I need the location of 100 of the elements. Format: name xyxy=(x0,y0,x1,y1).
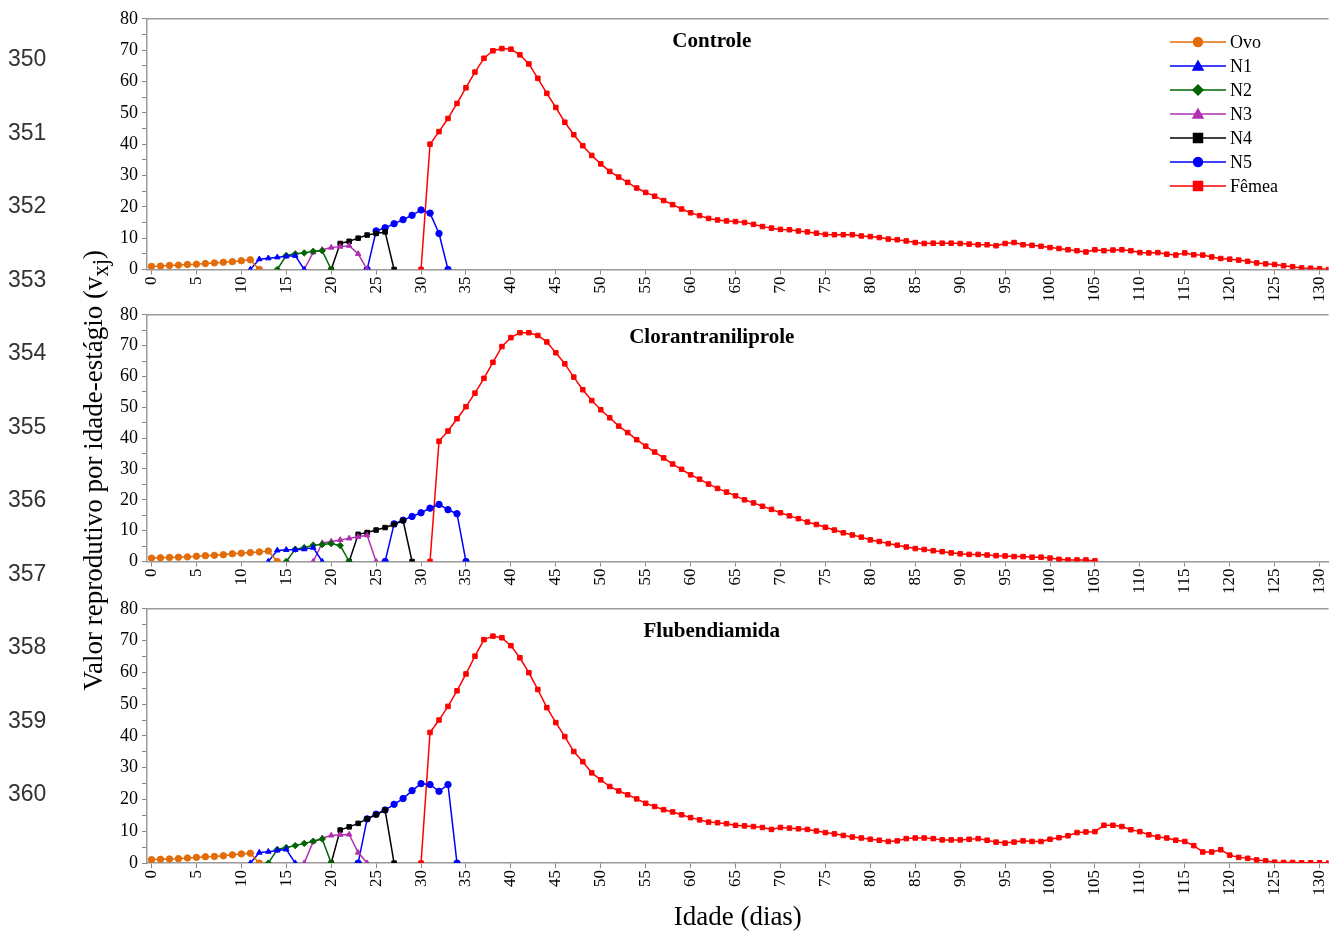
x-tick-label: 125 xyxy=(1264,568,1284,594)
x-tick-label: 60 xyxy=(680,870,700,888)
y-tick-label: 30 xyxy=(120,164,138,185)
x-tick-label: 75 xyxy=(814,276,834,294)
y-tick-label: 60 xyxy=(120,661,138,682)
x-tick-label: 15 xyxy=(275,276,295,294)
y-tick-label: 10 xyxy=(120,226,138,247)
x-tick-label: 50 xyxy=(590,870,610,888)
y-tick-label: 20 xyxy=(120,788,138,809)
y-tick-label: 10 xyxy=(120,820,138,841)
y-tick-label: 10 xyxy=(120,519,138,540)
x-tick-label: 35 xyxy=(455,870,475,888)
y-tick-label: 80 xyxy=(120,7,138,28)
y-tick-label: 50 xyxy=(120,101,138,122)
x-tick-label: 115 xyxy=(1174,870,1194,895)
x-tick-label: 100 xyxy=(1039,870,1059,896)
x-tick-label: 5 xyxy=(185,276,205,285)
x-tick-label: 45 xyxy=(545,870,565,888)
x-tick-label: 90 xyxy=(949,870,969,888)
y-tick-label: 70 xyxy=(120,629,138,650)
x-tick-label: 75 xyxy=(814,870,834,888)
x-tick-label: 35 xyxy=(455,276,475,294)
text: 360 xyxy=(8,780,47,806)
x-tick-label: 45 xyxy=(545,276,565,294)
text: 356 xyxy=(8,486,47,512)
y-tick-label: 30 xyxy=(120,756,138,777)
x-tick-label: 45 xyxy=(545,568,565,586)
x-tick-label: 80 xyxy=(859,870,879,888)
legend-label: N4 xyxy=(1230,127,1253,150)
x-tick-label: 95 xyxy=(994,568,1014,586)
x-tick-label: 75 xyxy=(814,568,834,586)
x-tick-label: 25 xyxy=(365,568,385,586)
x-tick-label: 30 xyxy=(410,568,430,586)
x-tick-label: 95 xyxy=(994,276,1014,294)
x-tick-label: 10 xyxy=(230,870,250,888)
x-tick-label: 50 xyxy=(590,568,610,586)
x-tick-label: 105 xyxy=(1084,870,1104,896)
x-tick-label: 130 xyxy=(1309,568,1329,594)
x-tick-label: 40 xyxy=(500,276,520,294)
y-tick-label: 80 xyxy=(120,597,138,618)
x-tick-label: 5 xyxy=(185,870,205,879)
x-tick-label: 65 xyxy=(725,276,744,294)
y-tick-label: 60 xyxy=(120,70,138,91)
y-tick-label: 80 xyxy=(120,303,138,324)
x-tick-label: 70 xyxy=(769,568,789,586)
x-tick-label: 85 xyxy=(904,276,924,294)
x-tick-label: 125 xyxy=(1264,276,1284,302)
text: 350 xyxy=(8,45,47,71)
text: 359 xyxy=(8,706,47,733)
x-tick-label: 130 xyxy=(1309,870,1329,896)
x-tick-label: 25 xyxy=(365,870,385,888)
x-tick-label: 25 xyxy=(365,276,385,294)
chart-title: Flubendiamida xyxy=(643,617,781,642)
x-tick-label: 115 xyxy=(1174,276,1194,302)
x-tick-label: 105 xyxy=(1084,568,1104,594)
x-tick-label: 0 xyxy=(140,870,160,879)
x-tick-label: 20 xyxy=(320,568,340,586)
legend-label: N3 xyxy=(1230,103,1253,126)
x-tick-label: 0 xyxy=(140,568,160,577)
x-tick-label: 100 xyxy=(1039,568,1059,594)
x-tick-label: 60 xyxy=(680,568,700,586)
x-tick-label: 10 xyxy=(230,568,250,586)
x-tick-label: 85 xyxy=(904,568,924,586)
x-tick-label: 15 xyxy=(275,568,295,586)
x-tick-label: 5 xyxy=(185,568,205,577)
x-tick-label: 125 xyxy=(1264,870,1284,896)
text: 353 xyxy=(8,265,47,292)
legend-label: N5 xyxy=(1230,151,1253,174)
x-tick-label: 115 xyxy=(1174,568,1194,594)
chart-title: Clorantraniliprole xyxy=(629,323,795,348)
x-tick-label: 15 xyxy=(275,870,295,888)
x-tick-label: 90 xyxy=(949,568,969,586)
x-tick-label: 110 xyxy=(1129,870,1149,895)
y-tick-label: 40 xyxy=(120,724,138,745)
y-tick-label: 30 xyxy=(120,457,138,478)
y-tick-label: 70 xyxy=(120,38,138,59)
x-tick-label: 40 xyxy=(500,568,520,586)
x-tick-label: 110 xyxy=(1129,568,1149,594)
x-tick-label: 95 xyxy=(994,870,1014,888)
x-tick-label: 120 xyxy=(1219,276,1239,302)
x-tick-label: 80 xyxy=(859,276,879,294)
text: 351 xyxy=(8,118,47,145)
legend-label: Ovo xyxy=(1230,31,1262,54)
x-tick-label: 105 xyxy=(1084,276,1104,302)
x-tick-label: 55 xyxy=(635,276,655,294)
x-tick-label: 85 xyxy=(904,870,924,888)
x-tick-label: 65 xyxy=(725,870,744,888)
x-tick-label: 70 xyxy=(769,276,789,294)
legend-label: N1 xyxy=(1230,55,1253,78)
x-tick-label: 110 xyxy=(1129,276,1149,302)
y-tick-label: 50 xyxy=(120,692,138,713)
x-tick-label: 120 xyxy=(1219,568,1239,594)
text: 358 xyxy=(8,633,47,659)
x-tick-label: 80 xyxy=(859,568,879,586)
chart-title: Controle xyxy=(672,27,752,52)
x-tick-label: 120 xyxy=(1219,870,1239,896)
x-tick-label: 30 xyxy=(410,870,430,888)
x-tick-label: 35 xyxy=(455,568,475,586)
x-tick-label: 20 xyxy=(320,276,340,294)
x-tick-label: 20 xyxy=(320,870,340,888)
